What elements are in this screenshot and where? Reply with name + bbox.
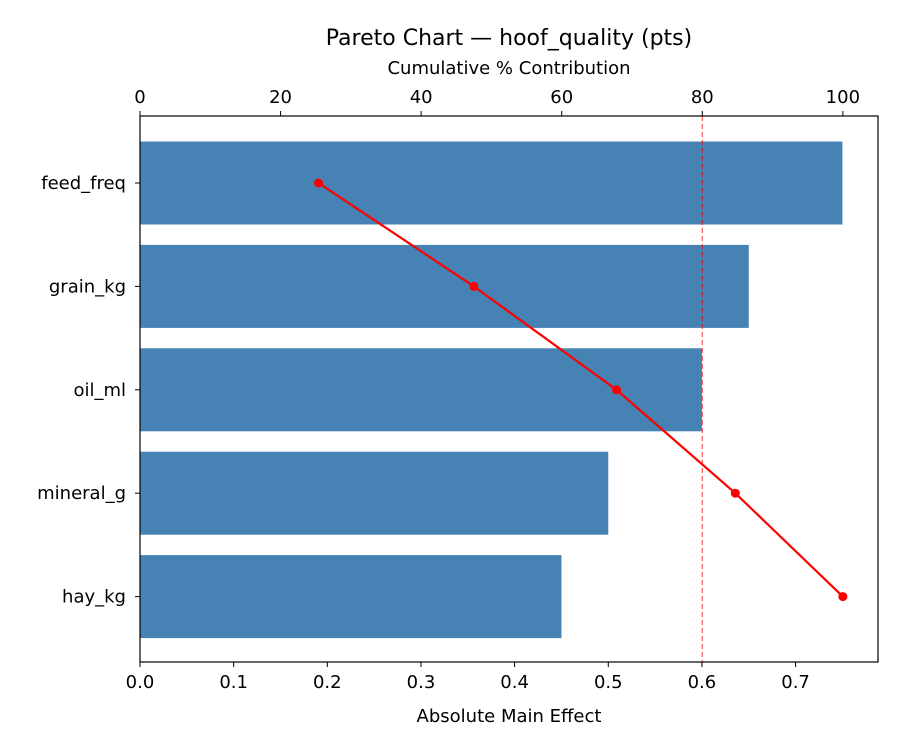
top-tick-label: 60 — [550, 87, 573, 108]
y-tick-label: oil_ml — [73, 380, 126, 401]
x-tick-label: 0.6 — [688, 672, 717, 693]
x-tick-label: 0.7 — [781, 672, 810, 693]
y-tick-label: mineral_g — [37, 483, 126, 504]
cumulative-point — [612, 385, 622, 395]
y-tick-label: hay_kg — [62, 587, 126, 608]
cumulative-point — [730, 488, 740, 498]
x-tick-label: 0.5 — [594, 672, 623, 693]
bar-oil_ml — [140, 348, 702, 432]
cumulative-point — [469, 281, 479, 291]
top-tick-label: 0 — [134, 87, 145, 108]
top-tick-label: 80 — [691, 87, 714, 108]
cumulative-point — [838, 592, 848, 602]
top-axis-label: Cumulative % Contribution — [387, 58, 630, 79]
top-tick-label: 20 — [269, 87, 292, 108]
plot-frame — [139, 115, 879, 663]
bar-feed_freq — [140, 141, 843, 225]
bar-grain_kg — [140, 244, 749, 328]
cumulative-point — [314, 178, 324, 188]
bar-hay_kg — [140, 555, 562, 639]
x-tick-label: 0.3 — [407, 672, 436, 693]
y-tick-label: grain_kg — [49, 276, 126, 297]
top-tick-label: 100 — [826, 87, 860, 108]
chart-title: Pareto Chart — hoof_quality (pts) — [326, 26, 692, 51]
x-tick-label: 0.2 — [313, 672, 342, 693]
x-axis-label: Absolute Main Effect — [417, 706, 602, 727]
top-tick-label: 40 — [410, 87, 433, 108]
x-tick-label: 0.1 — [219, 672, 248, 693]
x-tick-label: 0.0 — [126, 672, 155, 693]
y-tick-label: feed_freq — [41, 173, 126, 194]
x-tick-label: 0.4 — [500, 672, 529, 693]
bar-mineral_g — [140, 451, 609, 535]
